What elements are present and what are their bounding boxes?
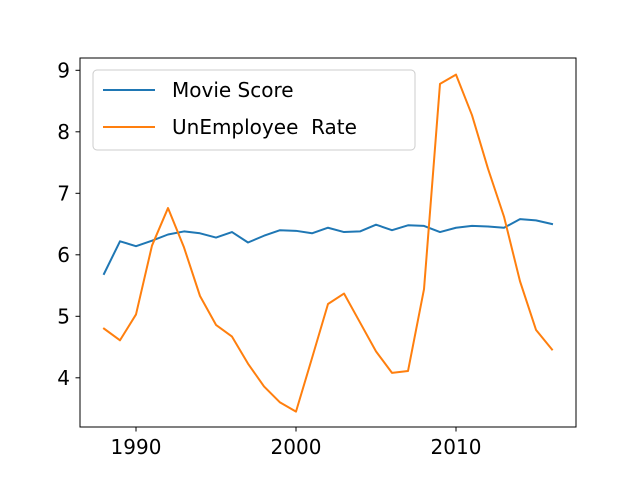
y-tick-label: 4 xyxy=(57,366,70,390)
legend-label-unemployee-rate: UnEmployee Rate xyxy=(172,115,357,139)
x-tick-label: 2010 xyxy=(431,435,482,459)
y-tick-label: 9 xyxy=(57,58,70,82)
x-tick-label: 2000 xyxy=(271,435,322,459)
plot-area-frame xyxy=(79,57,577,428)
axis-layer: 1990 2000 2010 4 5 6 7 8 9 xyxy=(57,58,481,459)
series-layer xyxy=(102,73,554,413)
legend: Movie Score UnEmployee Rate xyxy=(92,69,416,151)
series-line-unemployee-rate xyxy=(102,73,554,413)
x-tick-label: 1990 xyxy=(111,435,162,459)
y-tick-label: 6 xyxy=(57,243,70,267)
y-tick-label: 7 xyxy=(57,181,70,205)
legend-label-movie-score: Movie Score xyxy=(172,78,294,102)
y-tick-label: 5 xyxy=(57,304,70,328)
legend-box xyxy=(92,69,416,151)
y-tick-label: 8 xyxy=(57,120,70,144)
